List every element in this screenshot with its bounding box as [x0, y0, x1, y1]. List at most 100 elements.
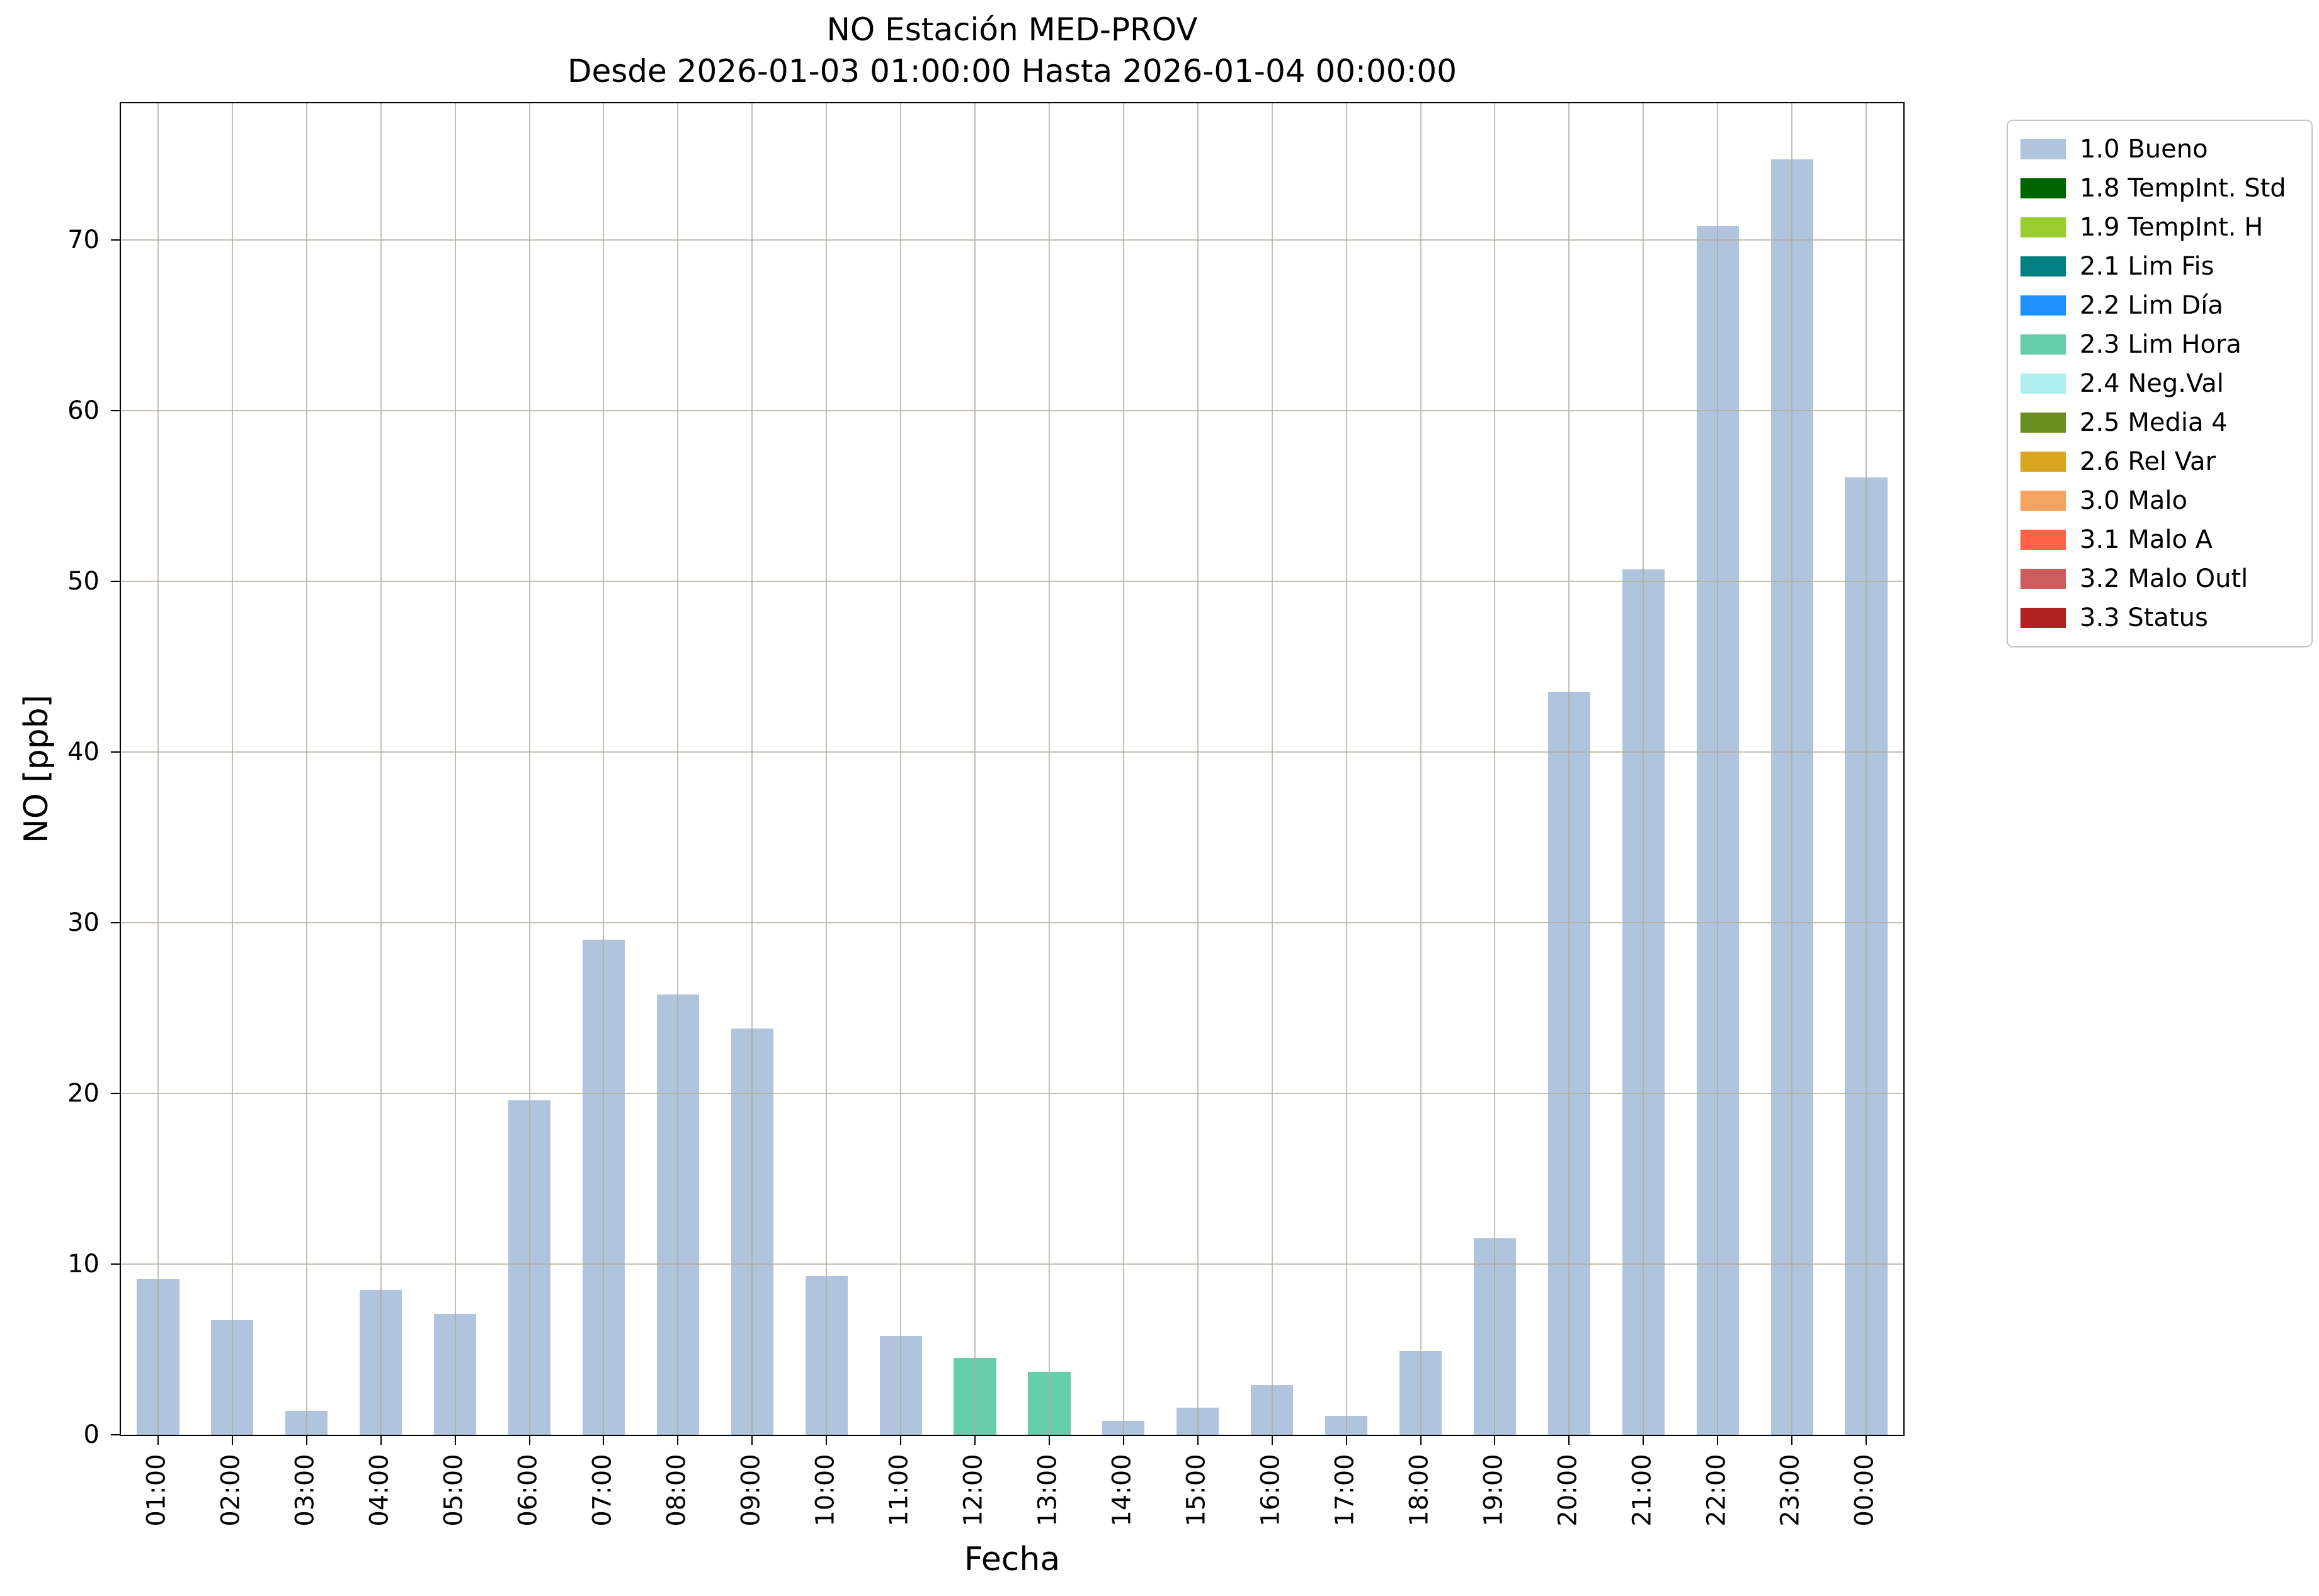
- legend-item-label: 1.0 Bueno: [2080, 135, 2208, 164]
- chart-title-line2: Desde 2026-01-03 01:00:00 Hasta 2026-01-…: [567, 53, 1457, 89]
- legend-item: 3.0 Malo: [2020, 481, 2299, 520]
- x-tick-label-text: 13:00: [1033, 1454, 1063, 1527]
- gridline-vertical: [454, 103, 456, 1435]
- gridline-horizontal: [121, 751, 1903, 753]
- gridline-vertical: [1122, 103, 1124, 1435]
- legend-item-label: 3.2 Malo Outl: [2080, 564, 2248, 593]
- x-tick-label-text: 09:00: [736, 1454, 766, 1527]
- gridline-vertical: [1494, 103, 1496, 1435]
- legend-item: 2.2 Lim Día: [2020, 286, 2299, 325]
- gridline-vertical: [1271, 103, 1273, 1435]
- legend-item: 2.3 Lim Hora: [2020, 325, 2299, 364]
- legend-item: 1.8 TempInt. Std: [2020, 169, 2299, 208]
- chart-title-line1: NO Estación MED-PROV: [826, 11, 1198, 48]
- gridline-vertical: [826, 103, 828, 1435]
- x-tick-mark: [231, 1436, 233, 1445]
- gridline-vertical: [603, 103, 605, 1435]
- legend-item-label: 1.8 TempInt. Std: [2080, 174, 2286, 203]
- x-tick-mark: [1791, 1436, 1793, 1445]
- gridline-vertical: [900, 103, 902, 1435]
- gridline-vertical: [380, 103, 382, 1435]
- legend-swatch: [2020, 217, 2066, 237]
- x-tick-mark: [1271, 1436, 1273, 1445]
- legend-swatch: [2020, 295, 2066, 316]
- x-tick-mark: [454, 1436, 456, 1445]
- x-tick-label: 00:00: [1818, 1442, 1912, 1538]
- x-tick-mark: [305, 1436, 307, 1445]
- x-tick-mark: [1122, 1436, 1124, 1445]
- x-tick-label-text: 21:00: [1627, 1454, 1657, 1527]
- gridline-horizontal: [121, 1263, 1903, 1265]
- legend-item: 2.5 Media 4: [2020, 403, 2299, 442]
- x-tick-mark: [900, 1436, 902, 1445]
- x-axis-tick-labels: 01:00 02:00 03:00 04:00 05:00 06:00 07:00 08:00…: [120, 1442, 1905, 1538]
- y-tick-label: 10: [67, 1249, 100, 1279]
- x-tick-mark: [1345, 1436, 1347, 1445]
- x-tick-label-text: 15:00: [1182, 1454, 1211, 1527]
- x-tick-mark: [603, 1436, 605, 1445]
- legend-item-label: 2.6 Rel Var: [2080, 447, 2216, 476]
- x-tick-label-text: 17:00: [1330, 1454, 1360, 1527]
- x-tick-label-text: 11:00: [885, 1454, 914, 1527]
- x-tick-label-text: 18:00: [1405, 1454, 1434, 1527]
- gridline-horizontal: [121, 409, 1903, 411]
- legend-item-label: 2.1 Lim Fis: [2080, 252, 2214, 281]
- gridline-vertical: [528, 103, 530, 1435]
- legend-item-label: 3.3 Status: [2080, 603, 2208, 632]
- x-tick-label-text: 05:00: [439, 1454, 469, 1527]
- gridline-horizontal: [121, 580, 1903, 582]
- legend-item-label: 2.4 Neg.Val: [2080, 369, 2224, 398]
- x-tick-label-text: 08:00: [662, 1454, 692, 1527]
- y-tick-mark: [111, 1263, 120, 1265]
- y-tick-label: 70: [67, 225, 100, 254]
- y-tick-mark: [111, 1434, 120, 1435]
- x-tick-mark: [751, 1436, 753, 1445]
- legend-item-label: 3.0 Malo: [2080, 486, 2187, 515]
- x-tick-mark: [380, 1436, 382, 1445]
- x-tick-mark: [677, 1436, 679, 1445]
- y-tick-mark: [111, 239, 120, 241]
- legend-item: 3.1 Malo A: [2020, 520, 2299, 559]
- x-tick-label-text: 22:00: [1702, 1454, 1731, 1527]
- gridline-vertical: [751, 103, 753, 1435]
- legend-swatch: [2020, 178, 2066, 198]
- y-tick-mark: [111, 1092, 120, 1094]
- legend: 1.0 Bueno 1.8 TempInt. Std 1.9 TempInt. H 2…: [2007, 120, 2313, 647]
- x-tick-mark: [1048, 1436, 1050, 1445]
- legend-item-label: 2.3 Lim Hora: [2080, 330, 2242, 359]
- gridline-horizontal: [121, 921, 1903, 923]
- legend-swatch: [2020, 334, 2066, 355]
- y-tick-label: 40: [67, 737, 100, 767]
- legend-item: 1.0 Bueno: [2020, 130, 2299, 169]
- gridline-vertical: [305, 103, 307, 1435]
- legend-swatch: [2020, 452, 2066, 472]
- legend-item-label: 2.2 Lim Día: [2080, 291, 2223, 320]
- x-tick-mark: [157, 1436, 159, 1445]
- gridline-vertical: [974, 103, 976, 1435]
- x-tick-label-text: 16:00: [1256, 1454, 1285, 1527]
- y-tick-mark: [111, 580, 120, 582]
- x-tick-label-text: 06:00: [513, 1454, 543, 1527]
- legend-swatch: [2020, 569, 2066, 589]
- legend-item-label: 2.5 Media 4: [2080, 408, 2228, 437]
- legend-item-label: 3.1 Malo A: [2080, 525, 2213, 554]
- x-tick-mark: [1866, 1436, 1867, 1445]
- x-tick-label-text: 04:00: [365, 1454, 394, 1527]
- legend-item: 2.6 Rel Var: [2020, 442, 2299, 481]
- x-tick-mark: [1197, 1436, 1199, 1445]
- gridline-vertical: [231, 103, 233, 1435]
- legend-item: 1.9 TempInt. H: [2020, 208, 2299, 247]
- gridline-vertical: [1197, 103, 1199, 1435]
- y-tick-label: 0: [83, 1420, 100, 1449]
- gridline-vertical: [1420, 103, 1422, 1435]
- x-tick-label-text: 14:00: [1107, 1454, 1137, 1527]
- x-tick-mark: [1420, 1436, 1422, 1445]
- x-tick-label-text: 01:00: [142, 1454, 171, 1527]
- legend-item: 2.1 Lim Fis: [2020, 247, 2299, 286]
- gridline-vertical: [1866, 103, 1867, 1435]
- legend-item: 3.3 Status: [2020, 598, 2299, 637]
- plot-area: [120, 102, 1905, 1436]
- x-tick-label-text: 12:00: [959, 1454, 989, 1527]
- y-tick-label: 20: [67, 1078, 100, 1108]
